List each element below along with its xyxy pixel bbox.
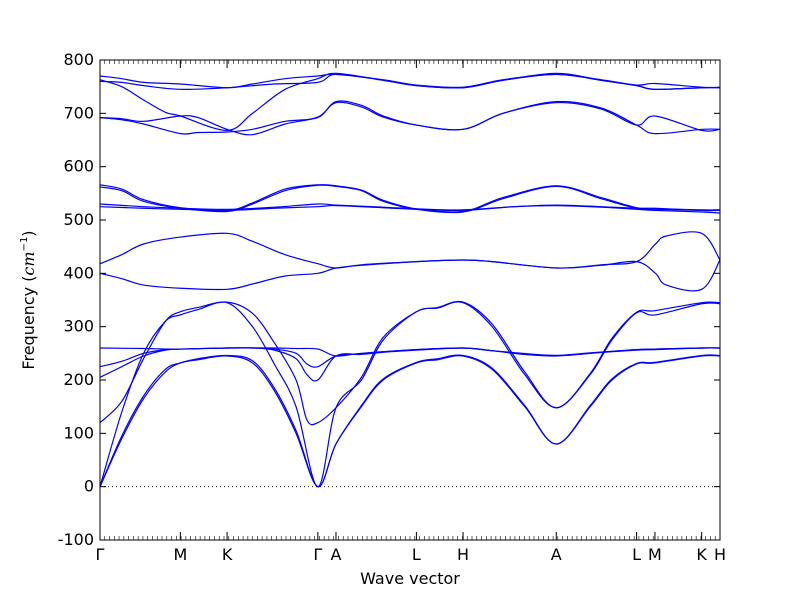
x-tick-label: L (632, 545, 641, 564)
y-tick-label: -100 (58, 530, 94, 549)
phonon-band-14 (99, 100, 721, 135)
y-tick-label: 300 (63, 317, 94, 336)
phonon-band-8 (99, 259, 721, 292)
y-tick-label: 600 (63, 157, 94, 176)
y-axis-ticks: -100 0 100 200 300 400 500 600 700 800 (58, 50, 720, 549)
y-tick-label: 700 (63, 103, 94, 122)
plot-frame (99, 59, 721, 541)
y-axis-label: Frequency (cm−1) (19, 230, 38, 369)
y-tick-label: 400 (63, 263, 94, 282)
y-tick-label: 800 (63, 50, 94, 69)
y-axis-label-unit: cm (19, 251, 38, 275)
phonon-band-7 (99, 347, 721, 357)
x-tick-label: Γ (313, 545, 322, 564)
phonon-band-13 (99, 184, 721, 213)
x-tick-label: K (222, 545, 233, 564)
x-tick-label: K (696, 545, 707, 564)
y-axis-label-exp: −1 (19, 237, 30, 252)
x-tick-label: L (412, 545, 421, 564)
y-axis-label-close: ) (19, 230, 38, 236)
y-tick-label: 100 (63, 423, 94, 442)
y-axis-label-text: Frequency ( (19, 276, 38, 370)
phonon-band-3 (99, 301, 721, 488)
x-tick-label: A (551, 545, 562, 564)
plot-area (99, 60, 721, 540)
phonon-band-2 (99, 354, 721, 488)
phonon-band-18 (99, 73, 721, 91)
x-tick-label: M (648, 545, 662, 564)
phonon-band-4 (99, 300, 721, 426)
phonon-band-17 (99, 73, 721, 89)
y-tick-label: 500 (63, 210, 94, 229)
x-tick-label: Γ (96, 545, 105, 564)
y-tick-label: 200 (63, 370, 94, 389)
x-tick-label: H (457, 545, 469, 564)
phonon-band-1 (99, 354, 721, 488)
phonon-band-15 (99, 101, 721, 136)
x-axis-label: Wave vector (360, 569, 460, 588)
x-tick-label: A (331, 545, 342, 564)
x-tick-label: M (173, 545, 187, 564)
phonon-band-9 (99, 231, 721, 269)
y-tick-label: 0 (84, 477, 94, 496)
x-tick-label: H (714, 545, 726, 564)
